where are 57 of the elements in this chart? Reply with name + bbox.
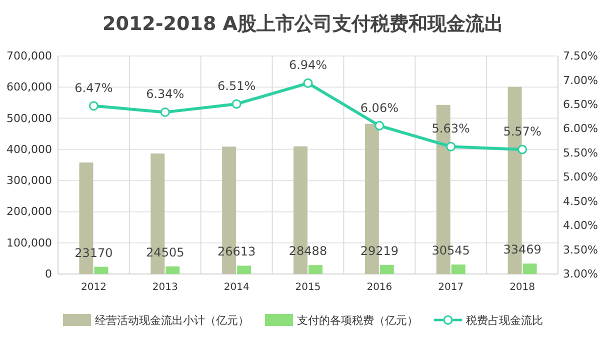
- bar: [380, 264, 394, 274]
- x-tick-label: 2017: [438, 282, 464, 294]
- point: [160, 107, 170, 117]
- legend-label: 经营活动现金流出小计（亿元）: [95, 314, 249, 327]
- data-label: 6.47%: [74, 80, 113, 95]
- y-tick-label: 300,000: [6, 174, 52, 188]
- data-label: 30545: [432, 243, 470, 258]
- x-tick-label: 2016: [366, 282, 392, 294]
- data-label: 29219: [360, 244, 399, 258]
- y2-tick-label: 3.00%: [563, 268, 598, 281]
- point: [232, 99, 242, 109]
- legend-label: 税费占现金流比: [466, 314, 543, 327]
- bar: [237, 266, 252, 274]
- bar: [308, 265, 322, 274]
- y2-tick-label: 4.00%: [563, 219, 598, 232]
- y-tick-label: 600,000: [6, 80, 52, 94]
- y-tick-label: 500,000: [6, 112, 52, 125]
- data-label: 23170: [74, 246, 113, 260]
- point: [374, 121, 384, 131]
- bar: [451, 264, 466, 274]
- x-tick-label: 2018: [510, 282, 536, 294]
- x-tick-label: 2012: [80, 282, 106, 294]
- chart-title: 2012-2018 A股上市公司支付税费和现金流出: [102, 13, 504, 35]
- y-tick-label: 200,000: [6, 205, 52, 218]
- data-label: 6.34%: [146, 87, 184, 102]
- y2-tick-label: 6.00%: [563, 122, 598, 136]
- y2-tick-label: 7.00%: [563, 74, 598, 87]
- y-tick-label: 400,000: [6, 142, 52, 156]
- data-label: 6.51%: [218, 78, 256, 93]
- y2-tick-label: 3.50%: [563, 243, 598, 256]
- bar: [522, 264, 537, 274]
- x-tick-label: 2015: [295, 282, 321, 294]
- y2-tick-label: 5.50%: [563, 146, 598, 160]
- point: [446, 142, 456, 152]
- x-tick-label: 2014: [224, 282, 250, 294]
- data-label: 5.57%: [503, 124, 542, 138]
- data-label: 26613: [217, 244, 256, 259]
- y-tick-label: 0: [45, 268, 52, 281]
- data-label: 24505: [146, 245, 184, 260]
- point: [303, 78, 313, 88]
- data-label: 33469: [503, 242, 542, 257]
- y-tick-label: 100,000: [6, 236, 52, 250]
- y2-tick-label: 5.00%: [563, 170, 598, 184]
- y2-tick-label: 4.50%: [563, 194, 598, 208]
- x-tick-label: 2013: [152, 282, 178, 294]
- bar: [166, 266, 180, 274]
- y2-tick-label: 7.50%: [563, 50, 598, 63]
- y2-tick-label: 6.50%: [563, 98, 598, 111]
- data-label: 6.06%: [360, 100, 398, 115]
- y-tick-label: 700,000: [6, 50, 52, 63]
- bar: [94, 266, 108, 274]
- point: [518, 144, 528, 154]
- point: [88, 101, 98, 111]
- data-label: 28488: [288, 244, 328, 258]
- legend-label: 支付的各项税费（亿元）: [297, 314, 418, 327]
- data-label: 6.94%: [288, 58, 328, 72]
- data-label: 5.63%: [432, 122, 470, 136]
